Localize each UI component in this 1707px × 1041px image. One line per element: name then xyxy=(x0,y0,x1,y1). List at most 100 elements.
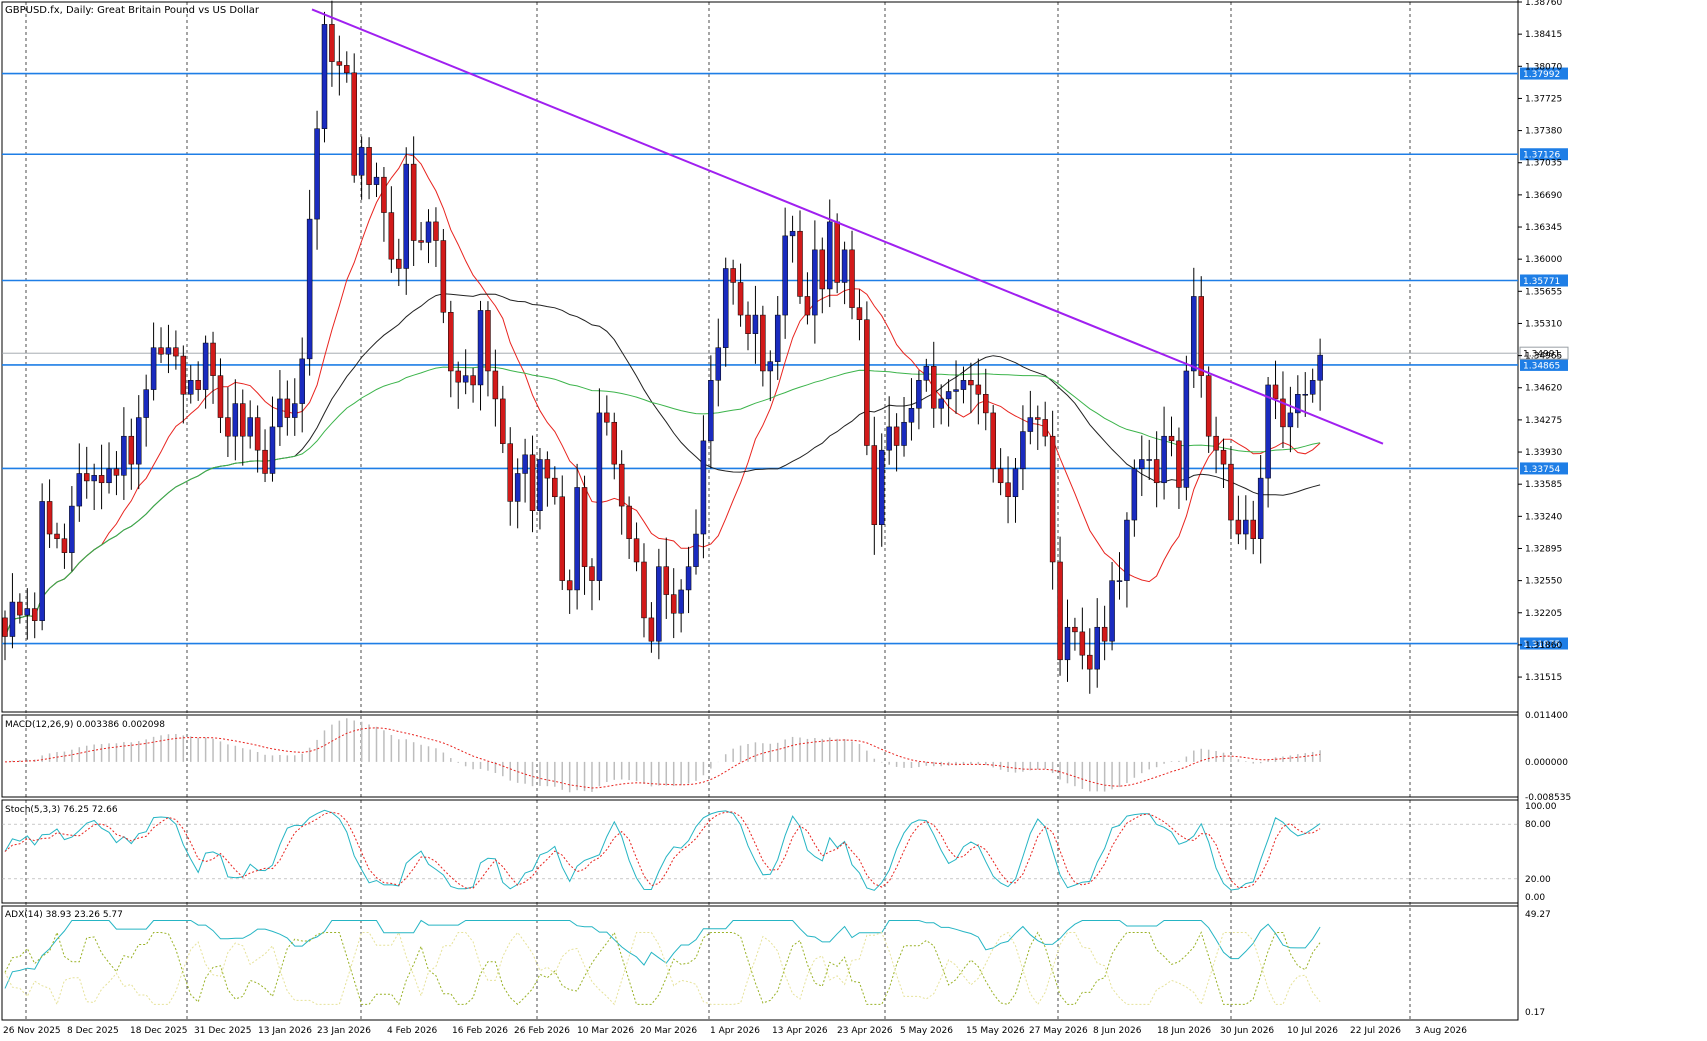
time-label: 10 Jul 2026 xyxy=(1287,1026,1338,1036)
candle-body xyxy=(975,384,982,395)
candle-body xyxy=(485,310,491,372)
candle-body xyxy=(1302,394,1308,396)
candle-body xyxy=(886,426,892,451)
stoch-k xyxy=(4,809,1321,891)
candle-body xyxy=(864,319,870,446)
stoch-label: Stoch(5,3,3) 76.25 72.66 xyxy=(5,805,118,815)
candle-body xyxy=(1295,394,1301,414)
candle-body xyxy=(1087,654,1093,670)
price-label: 1.32205 xyxy=(1525,609,1562,619)
level-label: 1.37992 xyxy=(1523,70,1560,80)
candle-body xyxy=(663,566,670,595)
candle-body xyxy=(247,417,253,437)
candle-body xyxy=(1005,482,1011,498)
price-label: 1.32895 xyxy=(1525,544,1562,554)
price-label: 1.33930 xyxy=(1525,448,1562,458)
candle-body xyxy=(849,249,855,308)
candle-body xyxy=(217,375,224,418)
candle-body xyxy=(173,347,179,357)
candle-body xyxy=(522,454,528,474)
adx-line xyxy=(4,919,1321,989)
price-label: 1.38760 xyxy=(1525,0,1562,8)
candle-body xyxy=(960,380,967,390)
candle-body xyxy=(626,505,632,539)
candle-body xyxy=(722,268,729,348)
price-label: 1.31515 xyxy=(1525,673,1562,683)
candle-body xyxy=(410,163,417,241)
candle-body xyxy=(254,417,261,451)
level-tag xyxy=(1520,148,1568,161)
time-label: 31 Dec 2025 xyxy=(194,1026,252,1036)
candle-body xyxy=(202,342,209,390)
candle-body xyxy=(752,314,759,334)
price-axis: 1.38760 1.38415 1.38070 1.37725 1.37380 1.370… xyxy=(1518,0,1571,1018)
macd-label: MACD(12,26,9) 0.003386 0.002098 xyxy=(5,720,165,730)
candle-body xyxy=(782,235,788,316)
candle-body xyxy=(656,566,662,642)
candle-body xyxy=(433,221,439,241)
candle-body xyxy=(462,375,469,383)
candle-body xyxy=(113,468,120,476)
candle-body xyxy=(54,533,60,539)
level-label: 1.31875 xyxy=(1523,640,1560,650)
candle-body xyxy=(893,426,900,446)
chart-title: GBPUSD.fx, Daily: Great Britain Pound vs… xyxy=(5,5,260,16)
time-label: 15 May 2026 xyxy=(966,1026,1025,1036)
candle-body xyxy=(351,72,357,176)
plus-di-line xyxy=(4,930,1321,1006)
candle-body xyxy=(1146,459,1152,461)
price-label: 1.34620 xyxy=(1525,384,1562,394)
adx-axis-label: 0.17 xyxy=(1525,1008,1545,1018)
candle-body xyxy=(1139,459,1145,470)
candle-body xyxy=(425,221,432,243)
candle-body xyxy=(1257,477,1264,539)
candle-body xyxy=(945,391,952,400)
candle-body xyxy=(1250,519,1256,539)
ma-mid xyxy=(4,293,1321,637)
candle-body xyxy=(455,370,461,383)
price-label: 1.37725 xyxy=(1525,94,1562,104)
time-label: 18 Jun 2026 xyxy=(1157,1026,1211,1036)
candle-body xyxy=(693,533,699,567)
time-label: 27 May 2026 xyxy=(1029,1026,1088,1036)
candle-body xyxy=(559,496,565,581)
candle-body xyxy=(552,477,558,498)
candle-body xyxy=(17,601,23,616)
candle-body xyxy=(908,407,915,423)
candle-body xyxy=(1035,417,1041,420)
candle-body xyxy=(306,218,313,360)
level-tag xyxy=(1520,67,1568,80)
trendline[interactable] xyxy=(311,8,1384,445)
candle-body xyxy=(225,417,231,437)
candle-body xyxy=(804,296,811,316)
candle-body xyxy=(997,468,1004,484)
candle-body xyxy=(329,24,335,62)
candle-body xyxy=(61,538,68,553)
candle-body xyxy=(321,24,328,129)
candle-body xyxy=(1235,519,1242,535)
macd-signal xyxy=(4,727,1321,789)
price-label: 1.36690 xyxy=(1525,191,1562,201)
candle-body xyxy=(685,566,692,591)
candle-body xyxy=(9,601,16,637)
price-label: 1.38415 xyxy=(1525,30,1562,40)
candle-body xyxy=(1161,435,1167,484)
grid xyxy=(25,2,1411,1020)
candle-body xyxy=(715,347,722,381)
candle-body xyxy=(240,403,246,437)
candle-body xyxy=(670,594,677,614)
ma-fast xyxy=(4,153,1321,637)
price-label: 1.33585 xyxy=(1525,480,1562,490)
candle-body xyxy=(789,230,796,237)
panel-frame xyxy=(1,905,1519,1021)
price-label: 1.34965 xyxy=(1525,352,1562,362)
candle-body xyxy=(76,473,83,507)
candle-body xyxy=(1309,380,1316,395)
time-axis: 26 Nov 2025 8 Dec 2025 18 Dec 2025 31 Dec 2… xyxy=(3,1026,1467,1036)
candle-body xyxy=(292,403,298,418)
candle-body xyxy=(358,147,365,176)
candle-body xyxy=(529,454,536,511)
current-price-label: 1.34991 xyxy=(1523,350,1560,360)
candle-body xyxy=(596,412,603,581)
candle-body xyxy=(470,375,476,386)
